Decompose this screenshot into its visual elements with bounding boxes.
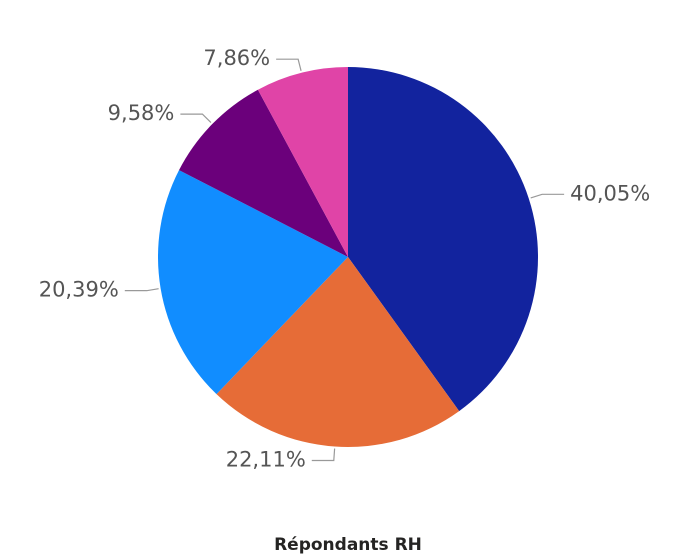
data-label: 9,58%: [108, 101, 175, 125]
chart-title: Répondants RH: [274, 535, 422, 555]
leader-line: [311, 448, 336, 462]
data-label: 22,11%: [226, 448, 306, 472]
leader-line: [124, 288, 159, 292]
pie-slice: [216, 257, 460, 447]
data-label: 20,39%: [39, 278, 119, 302]
pie-slice: [179, 89, 348, 258]
leader-line: [276, 58, 302, 71]
leader-line: [530, 193, 565, 199]
data-label: 7,86%: [203, 46, 270, 70]
pie-slice: [348, 67, 539, 412]
data-label: 40,05%: [570, 181, 650, 205]
pie-slice: [158, 170, 348, 395]
leader-line: [180, 113, 212, 123]
pie-slice: [257, 67, 348, 257]
